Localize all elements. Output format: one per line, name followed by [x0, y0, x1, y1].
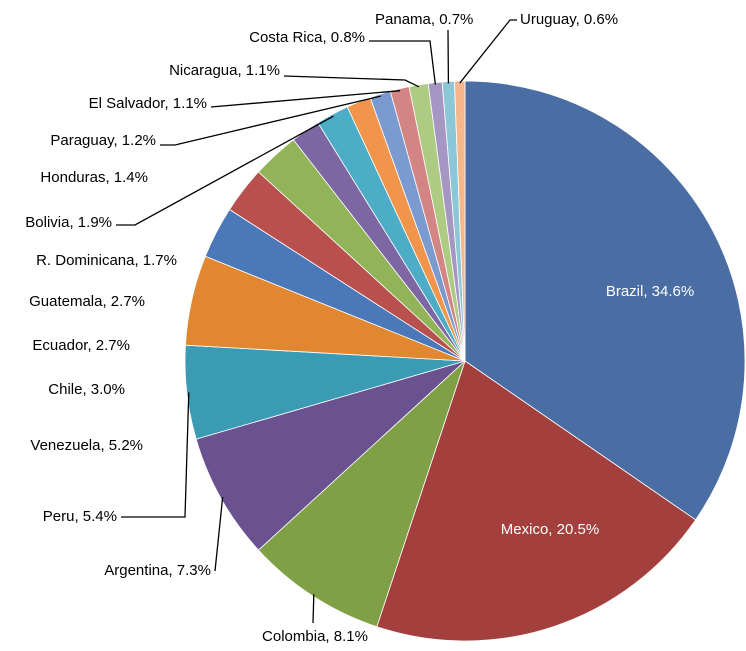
leader-line	[214, 497, 224, 572]
data-label: Colombia, 8.1%	[262, 628, 368, 645]
data-label: Venezuela, 5.2%	[30, 437, 143, 454]
leader-line	[121, 392, 190, 518]
data-label: Bolivia, 1.9%	[25, 214, 112, 231]
leader-line	[369, 40, 437, 85]
data-label: Costa Rica, 0.8%	[249, 29, 365, 46]
data-label: Panama, 0.7%	[375, 11, 473, 28]
leader-line	[312, 594, 315, 624]
data-label: Chile, 3.0%	[48, 381, 125, 398]
data-label: Uruguay, 0.6%	[520, 11, 618, 28]
leader-line	[160, 95, 381, 146]
data-label: R. Dominicana, 1.7%	[36, 252, 177, 269]
leader-line	[283, 75, 420, 88]
leader-line	[116, 115, 334, 226]
data-label: Peru, 5.4%	[43, 508, 117, 525]
data-label: El Salvador, 1.1%	[89, 95, 207, 112]
pie-slice	[376, 360, 697, 642]
pie-slice	[257, 359, 466, 628]
data-label: Argentina, 7.3%	[104, 562, 211, 579]
data-label: Nicaragua, 1.1%	[169, 62, 280, 79]
leader-line	[210, 90, 401, 108]
data-label: Honduras, 1.4%	[40, 169, 148, 186]
pie-slice	[454, 80, 466, 362]
data-label: Guatemala, 2.7%	[29, 293, 145, 310]
data-label: Brazil, 34.6%	[606, 283, 694, 300]
data-label: Paraguay, 1.2%	[50, 132, 156, 149]
pie-slice	[195, 360, 466, 551]
data-label: Ecuador, 2.7%	[32, 337, 130, 354]
leader-line	[459, 19, 517, 84]
pie-slice	[464, 80, 746, 521]
data-label: Mexico, 20.5%	[501, 521, 599, 538]
